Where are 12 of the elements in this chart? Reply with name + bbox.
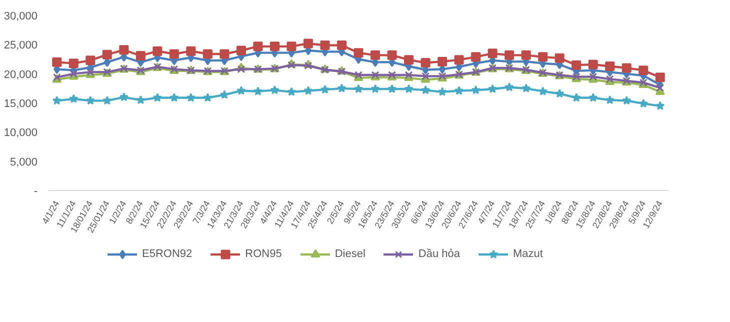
y-tick-label: 10,000 [4, 127, 38, 140]
legend-label: Dầu hỏa [418, 248, 460, 260]
legend-label: Diesel [334, 248, 366, 260]
y-tick-label: 30,000 [4, 10, 38, 22]
y-tick-label: 15,000 [4, 98, 38, 110]
y-tick-label: 25,000 [4, 40, 38, 52]
y-tick-label: - [34, 186, 38, 198]
y-tick-label: 5,000 [10, 156, 38, 168]
legend-label: E5RON92 [142, 248, 192, 260]
y-tick-label: 20,000 [4, 68, 38, 81]
legend-label: Mazut [513, 248, 543, 260]
legend-label: RON95 [245, 248, 282, 260]
